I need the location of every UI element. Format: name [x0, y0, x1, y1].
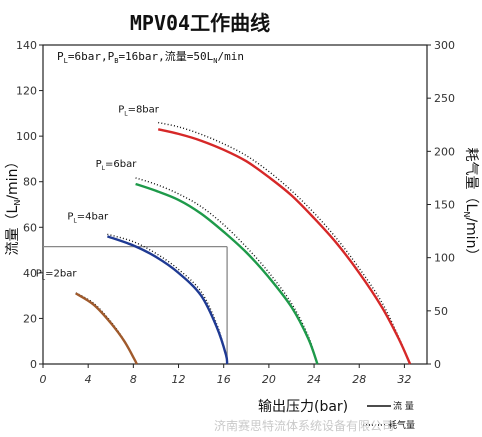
- x-tick-label: 8: [130, 373, 137, 386]
- series-label-subscript: L: [73, 217, 77, 224]
- x-tick-label: 16: [217, 373, 231, 386]
- subtitle-flow-tail: /min: [218, 50, 245, 63]
- curves: [75, 121, 412, 365]
- left-tick-label: 40: [23, 267, 37, 280]
- flow-curve-1: [75, 292, 138, 365]
- right-tick-label: 300: [434, 39, 455, 52]
- subtitle-pb-value: =16bar,: [118, 50, 164, 63]
- series-label: PL=8bar: [118, 104, 160, 117]
- legend-solid-label: 流 量: [393, 400, 414, 412]
- series-label-value: =8bar: [128, 104, 160, 115]
- left-axis-label: 流量（LN/min）: [5, 155, 22, 256]
- series-label-symbol: P: [96, 159, 102, 170]
- air-consumption-curve-2: [107, 233, 228, 365]
- subtitle-pl-symbol: P: [57, 50, 64, 63]
- subtitle-pb-subscript: B: [114, 57, 118, 65]
- right-axis-label-subscript: N: [462, 211, 471, 217]
- right-axis-label-tail: /min）: [463, 217, 479, 262]
- legend-dotted-label: 耗气量: [388, 419, 415, 431]
- right-tick-label: 50: [434, 305, 448, 318]
- subtitle-pl-subscript: L: [64, 57, 68, 65]
- right-tick-label: 200: [434, 145, 455, 158]
- x-axis-ticks: 0 4 8 12 16 20 24 28 32: [40, 364, 411, 386]
- right-tick-label: 100: [434, 252, 455, 265]
- left-tick-label: 80: [23, 176, 37, 189]
- series-label-subscript: L: [102, 165, 106, 172]
- series-label-subscript: L: [124, 110, 128, 117]
- reference-lines: [43, 246, 228, 364]
- series-label-subscript: L: [42, 274, 46, 281]
- series-label-symbol: P: [36, 268, 42, 279]
- x-tick-label: 28: [352, 373, 366, 386]
- right-tick-label: 250: [434, 92, 455, 105]
- air-consumption-curve-3: [135, 177, 319, 365]
- left-tick-label: 120: [16, 85, 37, 98]
- legend: 流 量 耗气量: [363, 400, 415, 431]
- watermark: 济南赛思特流体系统设备有限公司: [214, 418, 394, 433]
- right-tick-label: 150: [434, 199, 455, 212]
- series-label: PL=6bar: [96, 159, 138, 172]
- chart-subtitle: PL=6bar,PB=16bar,流量=50LN/min: [57, 49, 244, 65]
- left-axis-label-tail: /min）: [5, 155, 21, 200]
- left-tick-label: 0: [30, 358, 37, 371]
- subtitle-pb-symbol: P: [108, 50, 115, 63]
- series-label-value: =2bar: [45, 268, 77, 279]
- left-axis-label-subscript: N: [13, 200, 22, 206]
- plot-area: [42, 44, 428, 365]
- subtitle-pl-value: =6bar,: [68, 50, 108, 63]
- right-axis-label: 耗气量（LN/min）: [462, 148, 479, 263]
- flow-curve-3: [135, 182, 319, 365]
- left-tick-label: 140: [16, 39, 37, 52]
- x-tick-label: 24: [307, 373, 321, 386]
- left-tick-label: 60: [23, 221, 37, 234]
- x-tick-label: 0: [40, 373, 47, 386]
- x-tick-label: 4: [85, 373, 92, 386]
- chart-title: MPV04工作曲线: [130, 11, 270, 35]
- left-axis-ticks: 0 20 40 60 80 100 120 140: [16, 39, 43, 371]
- subtitle-flow-lead: 流量=50L: [165, 49, 214, 63]
- subtitle-flow-subscript: N: [213, 57, 217, 65]
- series-label: PL=2bar: [36, 268, 78, 281]
- right-axis-ticks: 0 50 100 150 200 250 300: [427, 39, 455, 371]
- series-label-value: =4bar: [77, 211, 109, 222]
- x-tick-label: 12: [172, 373, 186, 386]
- left-tick-label: 20: [23, 312, 37, 325]
- series-label-value: =6bar: [105, 159, 137, 170]
- series-label-symbol: P: [118, 104, 124, 115]
- air-consumption-curve-1: [75, 292, 138, 365]
- series-label: PL=4bar: [67, 211, 109, 224]
- x-tick-label: 20: [262, 373, 276, 386]
- air-consumption-curve-4: [158, 121, 411, 365]
- x-tick-label: 32: [397, 373, 411, 386]
- flow-curve-4: [157, 128, 412, 365]
- flow-curve-2: [107, 235, 229, 365]
- series-label-symbol: P: [67, 211, 73, 222]
- left-axis-label-lead: 流量（L: [5, 205, 21, 255]
- x-axis-label: 输出压力(bar): [258, 399, 348, 415]
- right-axis-label-lead: 耗气量（L: [463, 148, 479, 212]
- left-tick-label: 100: [16, 130, 37, 143]
- right-tick-label: 0: [434, 358, 441, 371]
